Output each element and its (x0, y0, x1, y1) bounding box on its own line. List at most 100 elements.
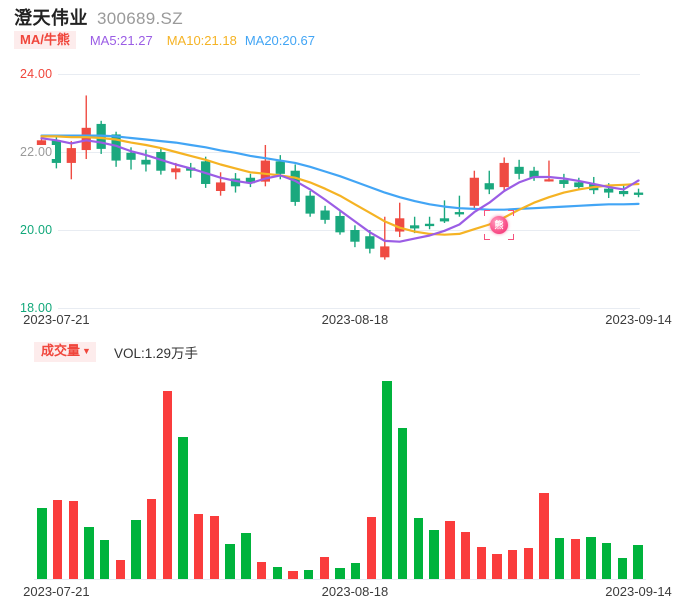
candle-body (245, 177, 256, 184)
candle-body (365, 236, 375, 249)
indicator-badge-volume[interactable]: 成交量 ▼ (34, 342, 96, 362)
candle-body (410, 225, 420, 229)
candle-body (305, 195, 315, 214)
volume-bar (507, 550, 518, 580)
volume-bar (256, 562, 267, 580)
volume-bar (398, 427, 408, 580)
x-axis-tick: 2023-09-14 (605, 312, 672, 327)
candle-body (156, 152, 166, 171)
gridline (58, 308, 640, 309)
candle-body (111, 134, 121, 161)
volume-bar (460, 532, 471, 580)
candle-body (260, 160, 270, 182)
marker-corner-tl (484, 210, 490, 216)
y-axis-label: 20.00 (20, 223, 56, 237)
volume-header: 成交量 ▼ VOL:1.29万手 (34, 342, 198, 362)
candle-body (544, 179, 554, 182)
ma20-line (40, 134, 640, 211)
price-x-axis: 2023-07-21 2023-08-18 2023-09-14 (0, 312, 686, 332)
bull-bear-marker[interactable]: 熊 (484, 210, 514, 240)
marker-glyph: 熊 (490, 216, 508, 234)
volume-bar (99, 540, 110, 580)
ma5-line (40, 137, 640, 243)
stock-code: 300689.SZ (97, 9, 183, 28)
volume-bar (115, 560, 125, 580)
candle-body (484, 183, 494, 190)
candle-body (574, 182, 584, 188)
volume-bar (225, 544, 235, 580)
x-axis-tick: 2023-08-18 (321, 312, 389, 327)
candle-body (171, 168, 181, 173)
volume-bar (146, 499, 157, 580)
volume-bar (617, 558, 628, 580)
candle-body (499, 162, 509, 188)
gridline (58, 74, 640, 75)
candle-body (141, 159, 151, 165)
marker-corner-br (508, 234, 514, 240)
volume-value: VOL:1.29万手 (113, 346, 198, 361)
candle-body (51, 140, 62, 163)
x-axis-tick: 2023-07-21 (23, 584, 90, 599)
volume-bar (445, 521, 455, 580)
candle-body (126, 152, 136, 160)
volume-badge-label: 成交量 (41, 343, 81, 358)
volume-bar (178, 436, 188, 580)
volume-chart-panel[interactable] (0, 370, 686, 580)
marker-corner-tr (508, 210, 514, 216)
volume-bar (84, 527, 94, 580)
chevron-down-icon: ▼ (82, 346, 91, 356)
candle-body (275, 161, 285, 174)
volume-bar (288, 571, 298, 580)
candle-body (604, 188, 614, 193)
candle-body (618, 191, 629, 195)
candle-body (454, 212, 465, 215)
volume-bar (476, 547, 486, 580)
candle-body (350, 230, 360, 242)
y-axis-label: 18.00 (20, 301, 56, 315)
volume-bar (209, 516, 220, 580)
volume-x-axis: 2023-07-21 2023-08-18 2023-09-14 (0, 584, 686, 604)
volume-bar (319, 557, 329, 580)
candle-body (380, 246, 390, 258)
y-axis-label: 22.00 (20, 145, 56, 159)
volume-bar (586, 537, 596, 580)
volume-bar (523, 548, 533, 580)
ma10-line (40, 135, 640, 236)
volume-bar (131, 520, 141, 580)
x-axis-tick: 2023-07-21 (23, 312, 90, 327)
gridline (58, 152, 640, 153)
candle-body (439, 218, 450, 222)
candle-body (424, 223, 435, 227)
candle-body (81, 127, 91, 151)
volume-bar (429, 530, 439, 580)
volume-bar (162, 390, 173, 580)
candle-body (514, 166, 524, 174)
x-axis-tick: 2023-09-14 (605, 584, 672, 599)
volume-bar (52, 500, 63, 580)
volume-bar (413, 518, 424, 580)
volume-bar (272, 567, 282, 580)
volume-bar (37, 508, 47, 580)
candle-body (395, 218, 405, 232)
volume-bar (335, 568, 345, 580)
candle-body (230, 178, 241, 187)
ma-legend: MA/牛熊 MA5:21.27 MA10:21.18 MA20:20.67 (14, 31, 315, 49)
y-axis-label: 24.00 (20, 67, 56, 81)
volume-baseline (34, 579, 646, 580)
moving-average-lines (40, 134, 640, 243)
candle-body (66, 148, 76, 163)
candle-body (469, 177, 479, 206)
stock-name: 澄天伟业 (14, 8, 88, 28)
volume-bar (194, 514, 204, 580)
legend-ma5: MA5:21.27 (89, 32, 153, 48)
volume-bar (241, 533, 251, 580)
volume-bar (602, 543, 612, 580)
volume-bar (539, 493, 549, 580)
volume-bar (492, 554, 502, 580)
volume-bar (570, 539, 581, 580)
indicator-badge-ma[interactable]: MA/牛熊 (14, 31, 76, 49)
candle-body (335, 215, 345, 233)
volume-bar (382, 380, 392, 580)
price-chart-panel[interactable]: 24.00 22.00 20.00 18.00 (0, 62, 686, 315)
